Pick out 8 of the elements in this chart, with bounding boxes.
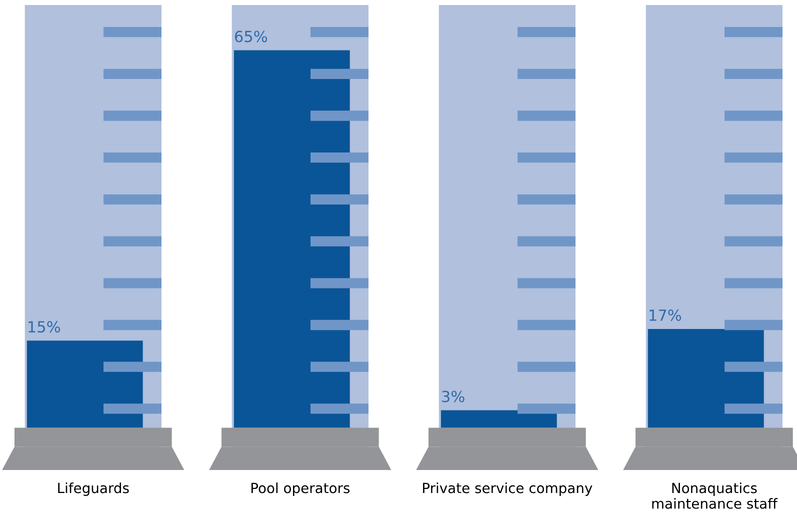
x-tick-label: Private service company: [423, 482, 592, 496]
x-tick-label: Nonaquatics maintenance staff: [652, 482, 778, 509]
data-label: 17%: [650, 309, 682, 321]
data-label: 15%: [28, 321, 60, 333]
x-tick-label: Lifeguards: [58, 482, 129, 496]
data-label: 65%: [234, 30, 268, 42]
x-tick-label: Pool operators: [251, 482, 350, 496]
data-label: 3%: [442, 390, 464, 402]
